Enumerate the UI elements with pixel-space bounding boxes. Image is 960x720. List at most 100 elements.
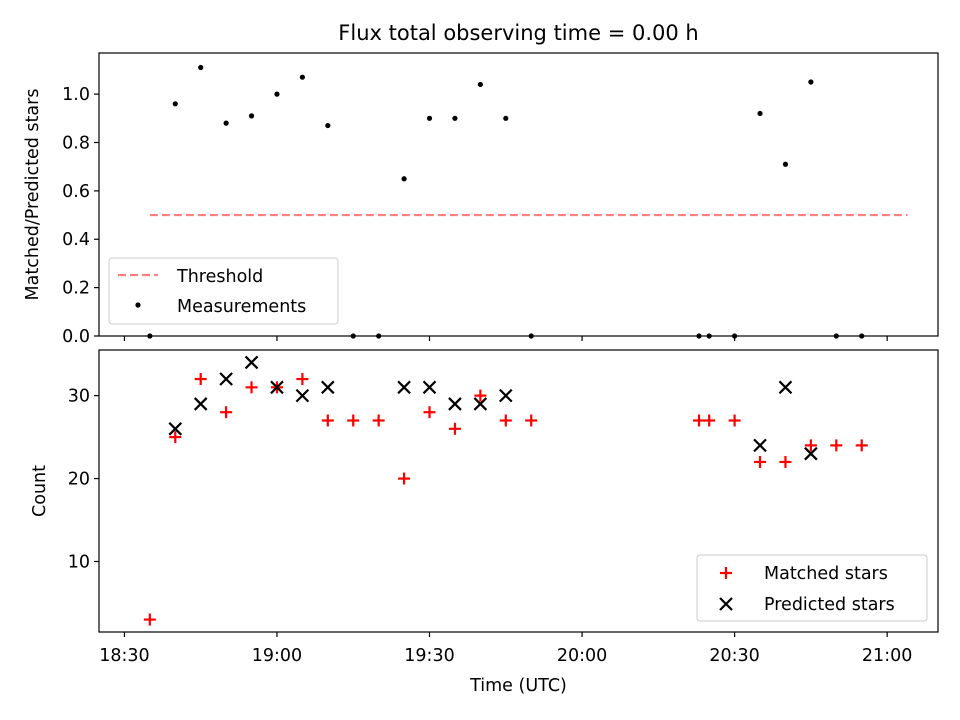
matched-star-point	[169, 431, 182, 444]
matched-star-point	[448, 422, 461, 435]
predicted-star-point	[193, 397, 208, 411]
matched-star-point	[779, 455, 792, 468]
matched-star-point	[321, 414, 334, 427]
top-chart-y-label: Matched/Predicted stars	[23, 89, 43, 301]
matched-star-point	[525, 414, 538, 427]
predicted-star-point	[295, 388, 310, 403]
predicted-star-point	[397, 380, 411, 395]
predicted-star-point	[270, 380, 284, 395]
bottom-chart-x-label: Time (UTC)	[469, 676, 567, 696]
measurement-point	[198, 64, 204, 71]
top-legend-box	[108, 257, 339, 325]
bottom-x-tick-label: 21:00	[862, 646, 912, 666]
bottom-x-tick-label: 18:30	[99, 646, 149, 666]
bottom-chart-x-axis: 18:30 19:00 19:30 20:00 20:30 21:00	[99, 632, 912, 666]
measurement-point	[248, 113, 255, 119]
top-chart-title: Flux total observing time = 0.00 h	[338, 21, 698, 45]
bottom-chart-marks	[143, 355, 868, 626]
top-chart-x-axis	[123, 336, 888, 341]
measurement-point	[172, 101, 178, 107]
matched-star-point	[728, 414, 741, 427]
bottom-y-tick-label: 20	[68, 470, 90, 490]
top-chart-legend[interactable]: Threshold Measurements	[108, 257, 339, 325]
matched-star-point	[474, 389, 487, 402]
predicted-star-point	[321, 380, 335, 395]
matched-star-point	[499, 414, 512, 427]
measurement-point	[757, 110, 763, 117]
predicted-legend-swatch	[719, 597, 733, 611]
measurement-point	[696, 333, 702, 339]
bottom-x-tick-label: 20:30	[709, 646, 759, 666]
top-y-tick-label: 0.4	[62, 230, 90, 250]
matched-star-point	[754, 455, 767, 468]
top-y-tick-label: 1.0	[62, 85, 90, 105]
bottom-y-tick-label: 30	[68, 387, 90, 407]
measurement-point	[350, 333, 356, 339]
bottom-chart-y-label: Count	[30, 465, 50, 517]
bottom-y-tick-label: 10	[68, 553, 90, 573]
measurement-point	[274, 91, 280, 97]
bottom-x-tick-label: 19:30	[404, 646, 454, 666]
matched-legend-swatch	[720, 567, 732, 579]
predicted-star-point	[804, 446, 818, 461]
bottom-x-tick-label: 20:00	[557, 646, 607, 666]
top-chart-frame	[98, 52, 939, 337]
threshold-legend-label: Threshold	[176, 267, 263, 287]
matched-star-point	[693, 414, 706, 427]
predicted-star-point	[219, 372, 233, 386]
measurement-point	[223, 120, 229, 126]
matched-star-point	[398, 472, 411, 485]
bottom-chart-y-axis: 10 20 30	[68, 387, 99, 573]
measurement-point	[376, 333, 382, 339]
predicted-star-point	[499, 388, 513, 403]
matched-star-point	[703, 414, 716, 427]
predicted-star-point	[753, 438, 767, 453]
top-chart-panel: 0.0 0.2 0.4 0.6 0.8 1.0 Matched/Predicted sta…	[23, 52, 939, 347]
top-y-tick-label: 0.6	[62, 182, 90, 202]
bottom-legend-box	[696, 554, 928, 622]
measurement-point	[706, 333, 712, 339]
matched-star-point	[245, 381, 258, 394]
predicted-star-point	[244, 355, 259, 370]
matched-star-point	[423, 406, 436, 419]
measurements-legend-label: Measurements	[177, 297, 306, 317]
matched-star-point	[347, 414, 360, 427]
measurement-point	[833, 333, 839, 339]
matched-star-point	[143, 613, 156, 626]
measurement-point	[528, 333, 534, 339]
predicted-legend-label: Predicted stars	[764, 595, 895, 615]
matched-star-point	[855, 439, 868, 452]
top-y-tick-label: 0.0	[62, 327, 90, 347]
bottom-chart-frame	[98, 349, 939, 633]
matched-star-point	[296, 373, 309, 386]
matched-star-point	[830, 439, 843, 452]
measurement-point	[426, 115, 433, 121]
top-chart-y-axis: 0.0 0.2 0.4 0.6 0.8 1.0	[62, 85, 99, 347]
measurements-legend-swatch	[135, 302, 141, 308]
measurement-point	[325, 122, 331, 129]
measurement-point	[859, 333, 865, 339]
measurement-point	[401, 176, 407, 182]
matched-star-point	[804, 439, 817, 452]
bottom-chart-legend[interactable]: Matched stars Predicted stars	[696, 554, 928, 622]
measurement-point	[147, 333, 153, 339]
top-y-tick-label: 0.8	[62, 133, 90, 153]
predicted-star-point	[473, 397, 488, 411]
predicted-star-point	[422, 380, 437, 395]
top-y-tick-label: 0.2	[62, 279, 90, 299]
matched-star-point	[220, 406, 233, 419]
measurement-point	[452, 115, 458, 121]
measurement-point	[808, 79, 814, 85]
top-chart-marks	[147, 64, 908, 339]
matched-star-point	[372, 414, 385, 427]
measurement-point	[782, 161, 789, 167]
matched-legend-label: Matched stars	[764, 564, 888, 584]
predicted-star-point	[448, 397, 462, 411]
bottom-x-tick-label: 19:00	[252, 646, 302, 666]
measurement-point	[299, 74, 305, 80]
bottom-chart-panel: 10 20 30 18:30 19:00 19:30 20:00 20:30 21:00 Co…	[30, 349, 939, 696]
measurement-point	[503, 115, 509, 121]
matched-star-point	[194, 373, 207, 386]
predicted-star-point	[168, 422, 183, 436]
